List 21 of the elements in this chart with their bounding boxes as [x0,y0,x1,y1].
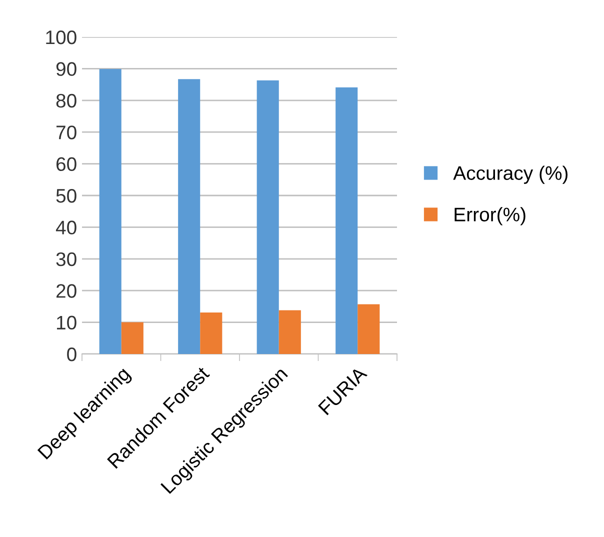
legend-label: Accuracy (%) [453,166,568,184]
bar [121,322,144,354]
bar [358,304,380,354]
y-tick-label: 40 [56,220,76,234]
bar [178,79,200,354]
y-tick-label: 50 [56,188,76,203]
bar [336,87,358,354]
y-tick-label: 0 [67,347,76,362]
bar [278,310,301,354]
y-tick-label: 20 [56,284,76,298]
bar [256,80,279,354]
y-tick-label: 100 [46,30,76,44]
legend-label: Error(%) [454,207,526,226]
y-tick-label: 30 [56,252,76,266]
bar [200,312,222,354]
y-tick-label: 80 [56,94,76,108]
y-tick-label: 90 [56,62,76,76]
y-tick-label: 70 [56,126,76,140]
y-tick-label: 60 [56,157,76,172]
bar [99,69,122,354]
y-tick-label: 10 [56,316,76,330]
